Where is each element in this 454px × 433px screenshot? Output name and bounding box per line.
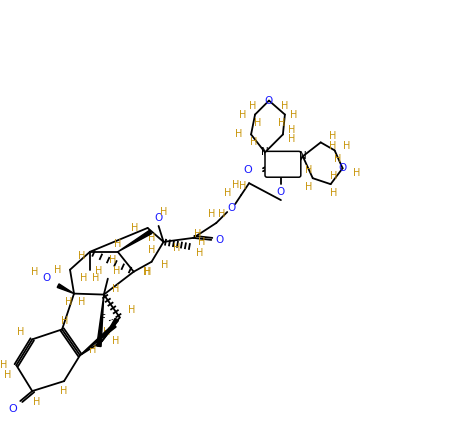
Text: N: N: [261, 147, 269, 157]
Text: H: H: [95, 266, 103, 276]
Text: O: O: [339, 163, 347, 173]
Text: H: H: [305, 182, 312, 192]
Text: H: H: [161, 260, 168, 270]
Text: H: H: [249, 100, 256, 110]
Text: H: H: [217, 209, 225, 219]
Text: H: H: [254, 119, 262, 129]
Polygon shape: [118, 230, 152, 252]
Text: H: H: [330, 171, 337, 181]
Text: H: H: [114, 239, 122, 249]
Text: H: H: [290, 110, 297, 120]
Text: O: O: [244, 165, 252, 175]
Text: H: H: [144, 267, 151, 277]
Text: H: H: [288, 134, 296, 145]
Text: H: H: [353, 168, 360, 178]
Text: H: H: [103, 327, 110, 337]
Text: H: H: [131, 223, 138, 233]
Text: H: H: [92, 273, 99, 283]
Text: H: H: [329, 141, 336, 152]
Text: H: H: [61, 317, 69, 326]
Text: H: H: [148, 233, 155, 243]
Text: H: H: [17, 327, 24, 337]
Text: O: O: [277, 187, 285, 197]
Text: H: H: [343, 141, 350, 152]
Polygon shape: [102, 318, 118, 341]
Text: Abs: Abs: [275, 160, 291, 169]
Text: H: H: [0, 360, 7, 370]
Text: H: H: [112, 336, 119, 346]
Text: H: H: [250, 137, 258, 147]
Text: H: H: [197, 248, 204, 258]
Text: H: H: [78, 251, 85, 261]
Text: N: N: [299, 151, 306, 162]
Text: H: H: [80, 273, 88, 283]
Text: H: H: [4, 370, 11, 380]
Text: H: H: [128, 304, 135, 314]
Text: O: O: [265, 96, 273, 106]
Text: H: H: [109, 255, 117, 265]
Text: H: H: [78, 297, 86, 307]
Text: H: H: [143, 267, 150, 277]
Polygon shape: [57, 284, 74, 294]
Text: H: H: [207, 209, 215, 219]
Text: H: H: [330, 188, 337, 198]
Text: F: F: [100, 314, 106, 324]
Text: H: H: [235, 129, 242, 139]
Text: O: O: [8, 404, 17, 414]
Text: H: H: [89, 345, 96, 355]
Text: O: O: [154, 213, 163, 223]
Text: H: H: [198, 237, 206, 247]
Text: H: H: [278, 119, 286, 129]
Text: H: H: [173, 243, 181, 253]
Polygon shape: [80, 324, 116, 355]
Text: O: O: [215, 235, 223, 245]
Text: H: H: [334, 154, 341, 164]
Text: H: H: [239, 110, 246, 120]
Text: H: H: [54, 265, 61, 275]
Text: O: O: [227, 203, 235, 213]
Text: H: H: [31, 267, 38, 277]
Text: H: H: [232, 180, 239, 190]
Text: H: H: [65, 297, 73, 307]
Polygon shape: [97, 294, 104, 346]
Text: H: H: [148, 245, 156, 255]
Text: O: O: [42, 273, 50, 283]
Text: H: H: [305, 165, 312, 175]
Text: H: H: [224, 188, 231, 198]
Text: H: H: [239, 181, 247, 191]
Text: H: H: [33, 397, 40, 407]
Text: H: H: [112, 284, 119, 294]
FancyBboxPatch shape: [265, 152, 301, 177]
Text: H: H: [281, 100, 288, 110]
Text: H: H: [60, 386, 68, 396]
Text: H: H: [113, 266, 120, 276]
Text: H: H: [329, 132, 336, 142]
Text: H: H: [160, 207, 167, 217]
Text: H: H: [288, 126, 296, 136]
Text: H: H: [194, 229, 202, 239]
